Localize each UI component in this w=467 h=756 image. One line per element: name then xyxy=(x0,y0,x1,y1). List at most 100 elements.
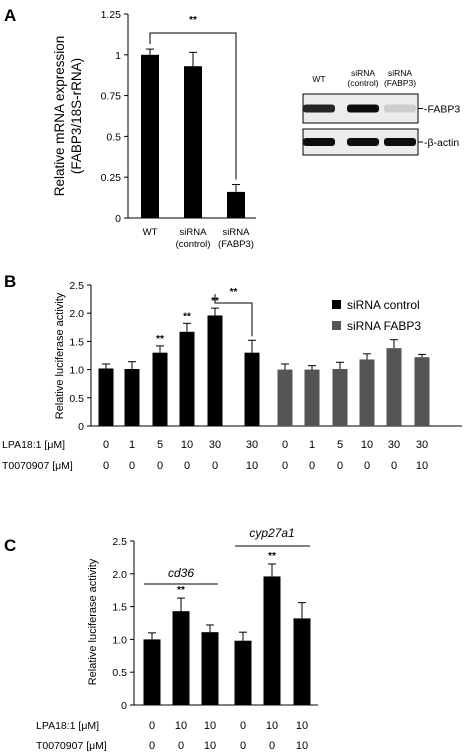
bar-b xyxy=(304,369,320,426)
bar-c xyxy=(263,576,281,705)
row-value-c: 0 xyxy=(178,740,184,752)
bar-a xyxy=(141,54,159,218)
significance-label-c: ** xyxy=(177,585,185,596)
blot-band xyxy=(347,138,379,146)
bar-b xyxy=(98,368,114,426)
bar-b xyxy=(414,357,430,426)
error-bar-a xyxy=(146,48,154,55)
y-tick-label-c: 2.0 xyxy=(112,569,127,581)
y-tick-label-c: 2.5 xyxy=(112,536,127,548)
y-tick-label-b: 1.0 xyxy=(69,365,84,377)
significance-label-a: ** xyxy=(189,15,197,26)
x-category-label-a: siRNA xyxy=(223,227,251,238)
error-bar-c xyxy=(268,563,276,577)
y-axis-title-b: Relative luciferase activity xyxy=(54,292,66,419)
row-value-c: 10 xyxy=(296,740,308,752)
row-value-b: 0 xyxy=(364,460,370,472)
row-value-c: 10 xyxy=(204,740,216,752)
row-value-b: 0 xyxy=(282,439,288,451)
bar-c xyxy=(201,632,219,705)
row-value-b: 10 xyxy=(181,439,193,451)
row-value-b: 0 xyxy=(184,460,190,472)
error-bar-c xyxy=(148,632,156,640)
x-category-label-a: siRNA xyxy=(180,227,208,238)
blot-lane-label: siRNA xyxy=(351,68,375,78)
row-value-c: 0 xyxy=(269,740,275,752)
y-tick-label-a: 0.5 xyxy=(106,131,121,143)
error-bar-a xyxy=(189,51,197,67)
blot-lane-label: siRNA xyxy=(388,68,412,78)
y-tick-label-a: 1.25 xyxy=(101,9,122,21)
legend-label-b: siRNA control xyxy=(347,298,420,312)
row-value-c: 0 xyxy=(149,740,155,752)
blot-band xyxy=(347,104,379,113)
row-value-c: 10 xyxy=(175,720,187,732)
y-tick-label-a: 0.75 xyxy=(101,91,122,103)
error-bar-b xyxy=(156,345,164,353)
row-value-c: 0 xyxy=(240,740,246,752)
error-bar-b xyxy=(281,363,289,370)
legend-label-b: siRNA FABP3 xyxy=(347,319,421,333)
bar-b xyxy=(277,369,293,426)
bar-a xyxy=(227,191,245,218)
row-value-c: 10 xyxy=(204,720,216,732)
error-bar-b xyxy=(183,322,191,332)
error-bar-b xyxy=(363,353,371,360)
row-value-b: 0 xyxy=(129,460,135,472)
error-bar-c xyxy=(298,602,306,619)
blot-band xyxy=(303,138,335,146)
blot-row-label: -FABP3 xyxy=(424,104,460,116)
row-value-b: 0 xyxy=(103,439,109,451)
y-tick-label-a: 0 xyxy=(115,213,121,225)
error-bar-c xyxy=(206,624,214,633)
row-label-b: T0070907 [μM] xyxy=(2,460,73,472)
y-tick-label-b: 2.0 xyxy=(69,308,84,320)
panel-label-b: B xyxy=(4,272,16,291)
row-value-c: 0 xyxy=(149,720,155,732)
blot-lane-sublabel: (FABP3) xyxy=(384,78,416,88)
error-bar-b xyxy=(128,361,136,370)
row-value-b: 0 xyxy=(212,460,218,472)
row-value-b: 10 xyxy=(246,460,258,472)
error-bar-b xyxy=(102,363,110,369)
panel-label-c: C xyxy=(4,536,16,555)
y-tick-label-a: 0.25 xyxy=(101,172,122,184)
error-bar-b xyxy=(336,361,344,370)
bar-b xyxy=(207,315,223,426)
significance-bracket-b xyxy=(214,294,253,337)
error-bar-b xyxy=(211,307,219,316)
row-value-c: 0 xyxy=(240,720,246,732)
bar-b xyxy=(124,369,140,426)
blot-band xyxy=(384,104,416,113)
x-category-sublabel-a: (FABP3) xyxy=(218,239,254,250)
row-value-b: 5 xyxy=(337,439,343,451)
bar-b xyxy=(386,348,402,426)
row-value-b: 0 xyxy=(157,460,163,472)
error-bar-b xyxy=(418,353,426,358)
y-tick-label-a: 1 xyxy=(115,50,121,62)
y-axis-subtitle-a: (FABP3/18S-rRNA) xyxy=(69,58,84,174)
bar-c xyxy=(143,639,161,705)
row-label-b: LPA18:1 [μM] xyxy=(2,439,65,451)
bar-b xyxy=(152,352,168,426)
error-bar-b xyxy=(248,339,256,353)
row-value-b: 1 xyxy=(129,439,135,451)
significance-label-b: ** xyxy=(183,311,191,322)
row-value-b: 10 xyxy=(416,460,428,472)
error-bar-b xyxy=(390,339,398,349)
row-value-b: 30 xyxy=(388,439,400,451)
y-tick-label-b: 2.5 xyxy=(69,280,84,292)
x-category-label-a: WT xyxy=(143,227,158,238)
y-axis-title-c: Relative luciferase activity xyxy=(87,558,99,685)
group-label-cyp27a1: cyp27a1 xyxy=(249,526,294,540)
panel-label-a: A xyxy=(4,6,16,25)
row-label-c: LPA18:1 [μM] xyxy=(36,720,99,732)
y-tick-label-b: 0.5 xyxy=(69,393,84,405)
y-axis-title-a: Relative mRNA expression xyxy=(52,36,67,197)
bar-b xyxy=(332,369,348,426)
bar-b xyxy=(179,331,195,426)
row-value-b: 30 xyxy=(246,439,258,451)
bar-c xyxy=(172,611,190,705)
blot-row-label: -β-actin xyxy=(424,137,459,149)
